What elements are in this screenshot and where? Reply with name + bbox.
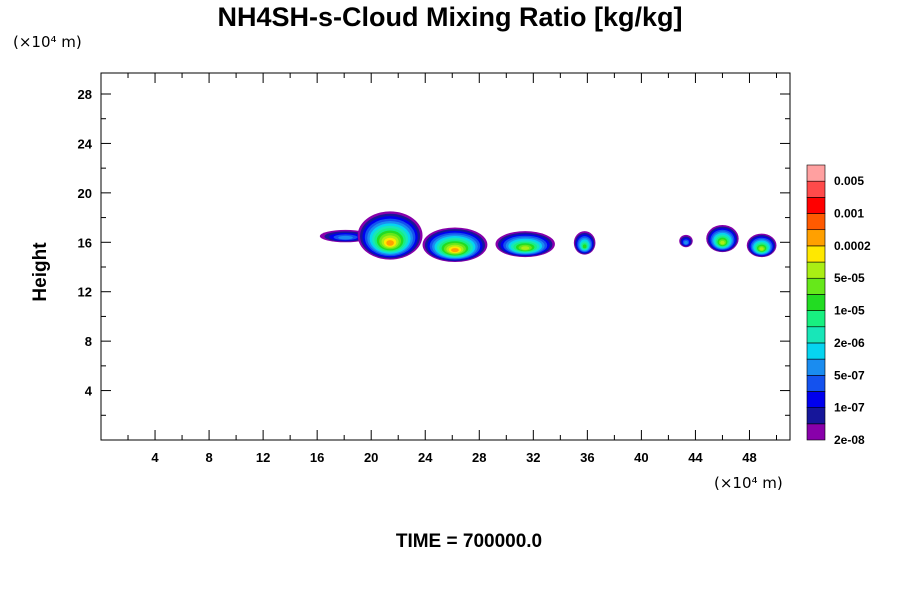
cloud-region-0	[338, 235, 353, 240]
colorbar-label: 2e-08	[834, 433, 865, 447]
y-tick-label: 16	[78, 235, 92, 250]
colorbar-label: 1e-07	[834, 401, 865, 415]
colorbar-swatch	[806, 294, 826, 311]
x-tick-label: 12	[256, 450, 270, 465]
time-label: TIME = 700000.0	[395, 531, 543, 552]
y-tick-label: 12	[78, 285, 92, 300]
x-tick-label: 32	[526, 450, 540, 465]
colorbar-label: 0.001	[834, 207, 864, 221]
y-tick-label: 8	[85, 334, 92, 349]
x-tick-label: 44	[688, 450, 703, 465]
x-tick-label: 36	[580, 450, 594, 465]
x-unit-label: (×10⁴ m)	[714, 474, 783, 492]
colorbar-swatch	[806, 342, 826, 360]
colorbar-label: 5e-05	[834, 271, 865, 285]
colorbar-swatch	[806, 180, 826, 198]
cloud-region-7	[759, 247, 764, 251]
y-unit-label: (×10⁴ m)	[13, 33, 82, 51]
x-tick-label: 20	[364, 450, 378, 465]
colorbar-swatch	[806, 358, 826, 376]
x-tick-label: 4	[151, 450, 159, 465]
y-tick-label: 20	[78, 186, 92, 201]
colorbar-swatch	[806, 374, 826, 392]
x-tick-label: 48	[742, 450, 756, 465]
colorbar-label: 5e-07	[834, 368, 865, 382]
colorbar-swatch	[806, 407, 826, 425]
y-tick-label: 24	[78, 136, 93, 151]
colorbar-swatch	[806, 197, 826, 214]
cloud-region-4	[582, 244, 587, 249]
x-tick-label: 16	[310, 450, 324, 465]
colorbar-swatch	[806, 213, 826, 231]
colorbar-swatch	[806, 310, 826, 328]
chart-title: NH4SH-s-Cloud Mixing Ratio [kg/kg]	[217, 2, 683, 32]
y-tick-label: 28	[78, 87, 92, 102]
colorbar-label: 2e-06	[834, 336, 865, 350]
colorbar-label: 1e-05	[834, 304, 865, 318]
colorbar-label: 0.005	[834, 174, 864, 188]
x-tick-label: 24	[418, 450, 433, 465]
colorbar-swatch	[806, 164, 826, 182]
cloud-region-3	[521, 246, 530, 250]
y-tick-label: 4	[85, 384, 93, 399]
x-tick-label: 40	[634, 450, 648, 465]
colorbar-label: 0.0002	[834, 239, 871, 253]
x-tick-label: 8	[205, 450, 212, 465]
cloud-region-1	[386, 240, 394, 246]
colorbar-swatch	[806, 245, 826, 263]
x-tick-label: 28	[472, 450, 486, 465]
colorbar-swatch	[806, 229, 826, 247]
cloud-region-5	[684, 240, 688, 245]
plot-frame	[100, 72, 791, 441]
colorbar-swatch	[806, 423, 826, 441]
cloud-region-6	[720, 240, 725, 245]
colorbar-swatch	[806, 261, 826, 279]
colorbar-swatch	[806, 326, 826, 344]
cloud-region-2	[451, 248, 459, 253]
colorbar-swatch	[806, 391, 826, 408]
colorbar-swatch	[806, 277, 826, 295]
